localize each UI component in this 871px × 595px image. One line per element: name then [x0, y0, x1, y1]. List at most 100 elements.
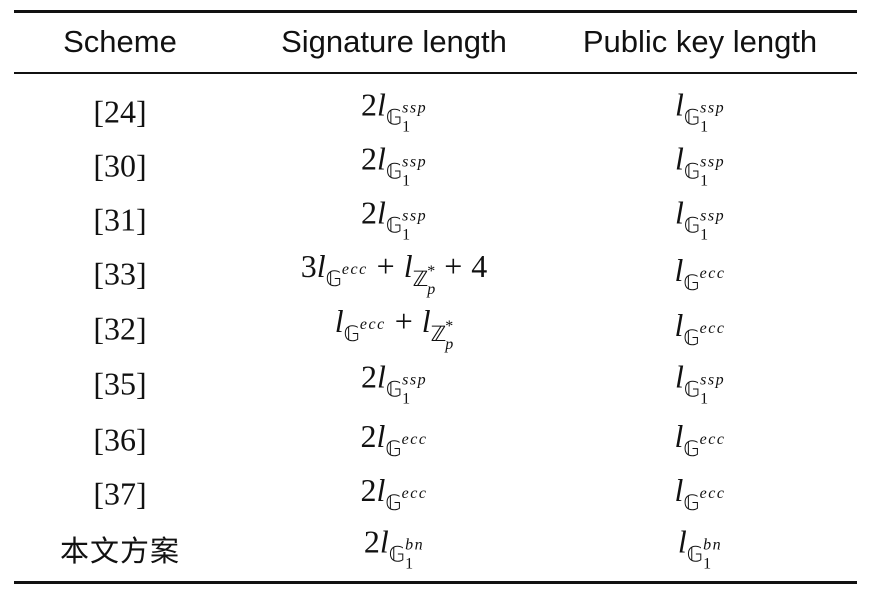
signature-length-cell: 2l𝔾1bn [364, 526, 424, 573]
group-symbol: 𝔾 [385, 491, 402, 515]
header-signature-length: Signature length [281, 24, 507, 59]
coefficient: 2 [360, 418, 377, 454]
group-subscript: 𝔾1ssp [683, 154, 725, 190]
group-superscript: ssp [402, 371, 428, 389]
scheme-cell: 本文方案 [59, 534, 181, 568]
group-superscript: ssp [700, 371, 726, 389]
group-symbol: 𝔾 [683, 213, 701, 238]
length-symbol: l [674, 472, 684, 508]
group-subscript: 𝔾1ssp [683, 371, 726, 408]
signature-length-cell: l𝔾ecc + lℤ*p [335, 305, 454, 353]
group-superscript: ecc [699, 265, 726, 282]
public-key-length-cell: l𝔾ecc [675, 254, 726, 294]
scheme-cell: [36] [93, 421, 147, 458]
signature-length-cell: 2l𝔾1ssp [361, 89, 427, 136]
group-subscript: ℤ*p [413, 264, 436, 298]
coefficient: 3 [300, 248, 317, 284]
group-symbol: 𝔾 [385, 159, 403, 184]
scheme-cell: [37] [93, 475, 147, 512]
top-rule [14, 10, 857, 13]
length-symbol: l [674, 418, 684, 454]
plus-sign: + [444, 248, 463, 284]
coefficient: 2 [360, 86, 377, 123]
scheme-cell: [24] [93, 93, 147, 130]
group-subscript: 𝔾ecc [385, 432, 427, 460]
group-superscript: ssp [700, 207, 726, 225]
coefficient: 2 [360, 472, 377, 508]
group-subscript: 𝔾1ssp [683, 207, 726, 244]
scheme-cell: [31] [93, 201, 147, 238]
group-superscript: bn [703, 536, 723, 554]
group-subscript: 𝔾1ssp [385, 371, 428, 408]
header-rule [14, 72, 857, 74]
group-symbol: 𝔾 [683, 159, 701, 184]
signature-length-cell: 2l𝔾ecc [361, 420, 428, 460]
constant: 4 [471, 248, 488, 284]
group-superscript: ssp [402, 207, 428, 225]
group-superscript: ecc [401, 485, 428, 502]
group-superscript: ssp [402, 153, 428, 171]
group-subscript: 𝔾ecc [683, 321, 725, 349]
group-superscript: * [427, 263, 436, 280]
group-symbol: 𝔾 [683, 491, 700, 515]
group-subscript: 𝔾1ssp [386, 99, 428, 136]
group-subscript: 𝔾ecc [683, 486, 725, 514]
public-key-length-cell: l𝔾1bn [678, 526, 722, 573]
group-symbol: 𝔾 [683, 437, 700, 461]
group-symbol: 𝔾 [683, 271, 700, 295]
group-index: 1 [402, 118, 411, 136]
public-key-length-cell: l𝔾1ssp [675, 143, 725, 190]
length-symbol: l [376, 140, 386, 177]
group-index: 1 [700, 226, 709, 244]
coefficient: 2 [363, 523, 380, 560]
bottom-rule [14, 581, 857, 584]
group-index: 1 [703, 555, 712, 573]
group-subscript: 𝔾ecc [385, 486, 427, 514]
group-symbol: ℤ [412, 267, 429, 291]
group-superscript: bn [405, 536, 425, 554]
length-symbol: l [674, 194, 684, 231]
signature-length-cell: 2l𝔾ecc [361, 474, 428, 514]
group-subscript: 𝔾ecc [683, 432, 725, 460]
group-superscript: ecc [359, 316, 386, 333]
group-superscript: ecc [341, 261, 368, 278]
group-superscript: ecc [401, 431, 428, 448]
length-symbol: l [376, 86, 386, 123]
group-symbol: 𝔾 [385, 437, 402, 461]
group-subscript: 𝔾1bn [389, 536, 425, 573]
group-symbol: 𝔾 [683, 105, 701, 130]
group-subscript: 𝔾ecc [683, 266, 725, 294]
group-symbol: 𝔾 [686, 542, 704, 567]
group-subscript: 𝔾1ssp [385, 153, 428, 190]
coefficient: 2 [360, 194, 377, 231]
length-symbol: l [334, 303, 344, 339]
group-superscript: ecc [699, 485, 726, 502]
length-symbol: l [677, 523, 687, 560]
public-key-length-cell: l𝔾1ssp [675, 361, 725, 408]
group-superscript: ecc [699, 431, 726, 448]
group-symbol: 𝔾 [683, 377, 701, 402]
scheme-cell: [32] [93, 310, 147, 347]
length-symbol: l [421, 303, 431, 339]
group-superscript: ssp [402, 99, 428, 117]
length-symbol: l [674, 140, 684, 177]
group-symbol: 𝔾 [343, 322, 360, 346]
group-index: 1 [402, 172, 411, 190]
signature-length-cell: 2l𝔾1ssp [361, 143, 427, 190]
group-index: 1 [402, 226, 411, 244]
signature-length-cell: 2l𝔾1ssp [361, 361, 427, 408]
signature-length-cell: 3l𝔾ecc + lℤ*p+ 4 [301, 250, 488, 298]
group-symbol: 𝔾 [385, 377, 403, 402]
group-index: 1 [700, 118, 709, 136]
length-symbol: l [674, 252, 684, 288]
length-symbol: l [376, 358, 386, 395]
group-index: 1 [700, 172, 709, 190]
group-symbol: 𝔾 [683, 326, 700, 350]
group-index: 1 [700, 390, 709, 408]
length-symbol: l [674, 358, 684, 395]
group-symbol: ℤ [430, 322, 447, 346]
group-superscript: * [445, 318, 454, 335]
length-symbol: l [674, 307, 684, 343]
length-symbol: l [376, 472, 386, 508]
public-key-length-cell: l𝔾ecc [675, 474, 726, 514]
